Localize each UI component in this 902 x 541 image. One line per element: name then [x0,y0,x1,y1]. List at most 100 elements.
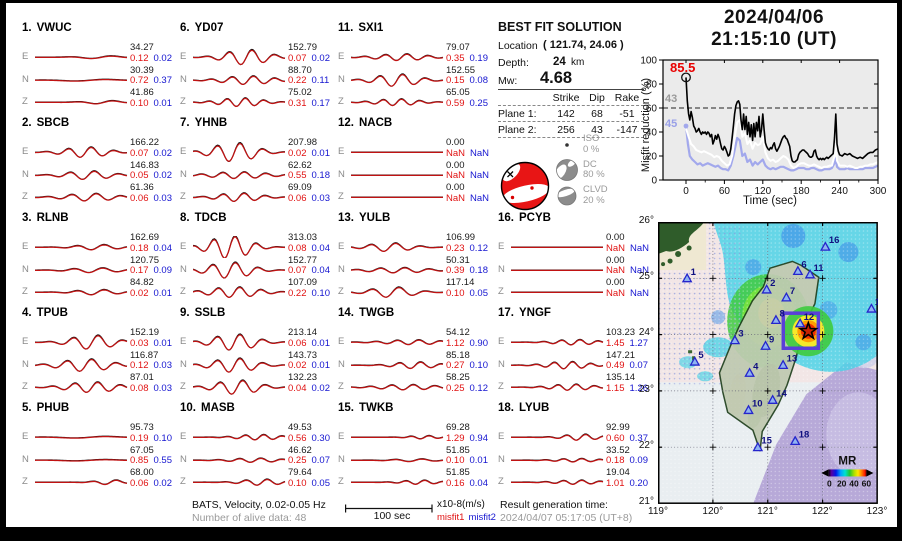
trace-values: 34.27 0.12 0.02 [130,42,178,64]
component-label: E [498,241,505,252]
waveform-trace [351,383,444,391]
peak-value-label: 85.5 [670,60,695,75]
waveform-trace [351,98,444,107]
misfit2-value: NaN [470,147,490,159]
component-label: N [22,358,29,370]
station-name: SBCB [36,117,70,129]
waveform-trace [351,173,443,176]
misfit1-value: 0.25 [446,382,465,394]
waveform-row-VWUC-N: N 30.39 0.72 0.37 [22,65,176,91]
table-row: Plane 1: 142 68 -51 [498,106,644,122]
component-label: N [498,358,505,370]
waveform-trace [511,246,603,249]
waveform-trace [193,333,286,351]
waveform-trace [35,55,128,60]
trace-amplitude: 132.23 [288,372,318,383]
misfit2-value: 0.12 [469,242,489,254]
location-value: ( 121.74, 24.06 ) [543,39,624,51]
epicenter-star-icon [797,320,819,341]
component-label: Z [22,96,28,107]
station-name: YHNB [194,117,228,129]
station-marker-label: 15 [761,436,772,447]
misfit2-value: 0.04 [469,477,489,489]
misfit2-value: 0.03 [311,192,331,204]
misfit-series-1 [685,119,879,169]
station-name: YULB [359,212,391,224]
misfit2-value: 0.01 [153,337,173,349]
misfit2-value: 0.90 [469,337,489,349]
trace-values: 207.98 0.02 0.01 [288,137,336,159]
trace-values: 135.14 1.15 1.26 [606,372,654,394]
waveform-row-YHNB-N: N 62.62 0.55 0.18 [180,160,334,186]
trace-values: 88.70 0.22 0.11 [288,65,336,87]
waveform-row-SXI1-Z: Z 65.05 0.59 0.25 [338,87,492,113]
component-label: Z [180,96,186,107]
waveform-row-RLNB-N: N 120.75 0.17 0.09 [22,255,176,281]
trace-amplitude: 0.00 [606,277,625,288]
misfit2-value: 0.11 [311,75,330,86]
decomposition-label: ISO [583,133,600,144]
misfit2-value: 0.37 [153,75,173,86]
waveform-trace [193,379,286,395]
trace-amplitude: 135.14 [606,372,636,383]
component-label: N [180,73,187,85]
waveform-trace [193,456,286,463]
misfit1-value: 0.39 [446,265,465,276]
station-header: 1. VWUC [22,22,72,34]
trace-amplitude: 152.55 [446,64,476,76]
station-marker-15: 15 [752,436,773,452]
station-block-NACB: 12. NACB E 0.00 NaN NaN N 0.00 NaN NaN Z 0.00 NaN NaN [338,117,492,212]
dc-beachball-icon [556,159,578,181]
waveform-row-PHUB-Z: Z 68.00 0.06 0.02 [22,467,176,493]
best-fit-title: BEST FIT SOLUTION [498,20,622,34]
component-label: E [338,51,345,62]
trace-values: 41.86 0.10 0.01 [130,87,178,109]
map-lon-tick: 123° [866,506,888,517]
waveform-trace [511,268,603,271]
waveform-trace [35,78,128,82]
station-block-SBCB: 2. SBCB E 166.22 0.07 0.02 N 146.83 0.05 0.02 Z 61.… [22,117,176,212]
waveform-row-LYUB-E: E 92.99 0.60 0.37 [498,422,654,448]
station-marker-12: 12 [794,312,814,328]
waveform-row-SXI1-N: N 152.55 0.15 0.08 [338,64,492,91]
trace-values: 49.53 0.56 0.30 [288,422,336,444]
misfit1-value: 0.08 [288,242,307,254]
misfit1-value: 0.07 [288,265,307,276]
map-lat-tick: 23° [638,383,654,395]
trace-amplitude: 79.64 [288,467,312,478]
station-block-PHUB: 5. PHUB E 95.73 0.19 0.10 N 67.05 0.85 0.55 Z 68.00… [22,402,176,497]
station-marker-9: 9 [760,334,774,350]
waveform-trace [193,433,286,441]
station-block-LYUB: 18. LYUB E 92.99 0.60 0.37 N 33.52 0.18 0.09 Z 19.0… [498,402,652,497]
trace-values: 58.25 0.25 0.12 [446,372,494,394]
misfit2-value: 0.03 [153,192,173,204]
trace-values: 92.99 0.60 0.37 [606,422,654,444]
waveform-trace [35,357,128,372]
misfit1-value: NaN [446,147,466,159]
trace-amplitude: 143.73 [288,349,318,361]
waveform-trace [351,286,444,298]
station-name: PHUB [36,402,70,414]
misfit-legend: misfit1 misfit2 [437,512,496,523]
waveform-row-TPUB-E: E 152.19 0.03 0.01 [22,327,176,353]
trace-amplitude: 313.03 [288,232,318,243]
station-header: 13. YULB [338,212,390,224]
waveform-trace [351,266,444,274]
svg-text:0: 0 [651,176,657,187]
misfit1-value: 0.12 [130,360,149,371]
map-lat-tick: 25° [638,271,654,283]
lavender-start-label: 45 [665,118,677,130]
station-name: TWKB [359,402,394,414]
station-name: LYUB [519,402,550,414]
trace-amplitude: 146.83 [130,159,160,171]
waveform-trace [351,196,443,199]
waveform-trace [351,360,444,369]
misfit1-value: 1.01 [606,477,625,489]
misfit1-value: NaN [606,242,626,254]
station-block-PCYB: 16. PCYB E 0.00 NaN NaN N 0.00 NaN NaN Z 0.00 NaN NaN [498,212,652,307]
misfit2-value: 0.37 [629,432,649,444]
misfit1-value: 0.02 [288,360,307,371]
misfit1-value: 0.56 [288,432,307,444]
station-number: 6. [180,22,190,34]
station-header: 9. SSLB [180,307,225,319]
